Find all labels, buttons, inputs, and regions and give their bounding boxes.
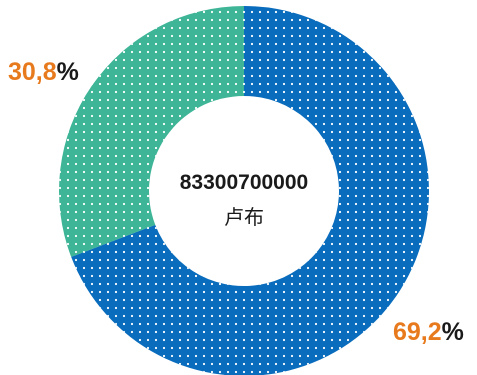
slice-label-value-0: 69,2: [393, 318, 442, 346]
slice-label-1: 30,8%: [8, 58, 79, 86]
slice-label-0: 69,2%: [393, 318, 464, 346]
slice-label-percent-sign-1: %: [57, 58, 79, 86]
slices-layer: [59, 6, 429, 375]
center-unit-label: 卢布: [224, 205, 264, 229]
donut-slice-0: [71, 6, 429, 375]
slice-label-value-1: 30,8: [8, 58, 57, 86]
donut-slice-1: [59, 6, 244, 257]
center-total-value: 83300700000: [180, 171, 308, 194]
donut-slice-dots-1: [59, 6, 244, 257]
slice-label-percent-sign-0: %: [442, 318, 464, 346]
donut-slice-dots-0: [71, 6, 429, 375]
labels-layer: 83300700000 卢布 69,2% 30,8%: [8, 58, 464, 346]
